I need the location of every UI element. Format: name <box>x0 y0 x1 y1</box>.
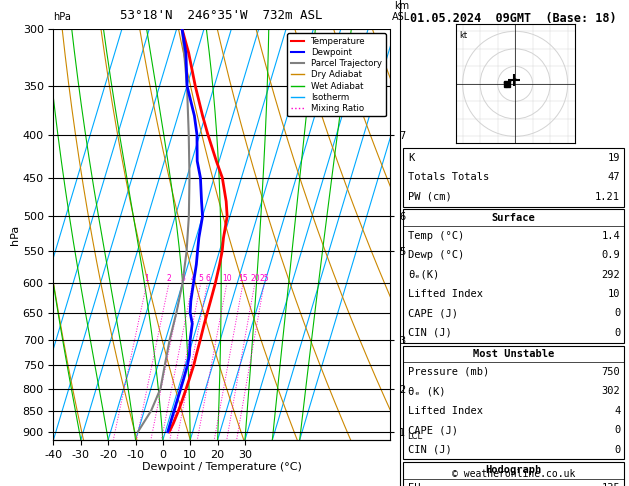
Text: 5: 5 <box>198 274 203 283</box>
Text: 135: 135 <box>601 484 620 486</box>
Text: θₑ (K): θₑ (K) <box>408 386 446 396</box>
Text: km
ASL: km ASL <box>392 1 411 22</box>
Text: 0: 0 <box>614 445 620 454</box>
Text: Lifted Index: Lifted Index <box>408 289 483 299</box>
Text: K: K <box>408 153 415 163</box>
Text: 0: 0 <box>614 425 620 435</box>
Y-axis label: hPa: hPa <box>10 225 20 244</box>
Text: 1.21: 1.21 <box>595 192 620 202</box>
Text: 53°18'N  246°35'W  732m ASL: 53°18'N 246°35'W 732m ASL <box>121 9 323 22</box>
Text: Lifted Index: Lifted Index <box>408 406 483 416</box>
Text: CAPE (J): CAPE (J) <box>408 425 458 435</box>
Text: 3: 3 <box>181 274 185 283</box>
Text: 15: 15 <box>238 274 248 283</box>
Text: Temp (°C): Temp (°C) <box>408 231 464 241</box>
Text: 6: 6 <box>205 274 210 283</box>
Text: kt: kt <box>459 31 467 40</box>
Text: Pressure (mb): Pressure (mb) <box>408 367 489 377</box>
Text: θₑ(K): θₑ(K) <box>408 270 440 279</box>
Text: LCL: LCL <box>407 432 422 441</box>
X-axis label: Dewpoint / Temperature (°C): Dewpoint / Temperature (°C) <box>142 462 302 472</box>
Text: Hodograph: Hodograph <box>486 466 542 475</box>
Text: 4: 4 <box>614 406 620 416</box>
Text: 19: 19 <box>608 153 620 163</box>
Text: Totals Totals: Totals Totals <box>408 173 489 182</box>
Text: 0.9: 0.9 <box>601 250 620 260</box>
Text: 4: 4 <box>191 274 195 283</box>
Text: 1: 1 <box>145 274 149 283</box>
Text: Surface: Surface <box>492 213 535 223</box>
Text: EH: EH <box>408 484 421 486</box>
Text: CIN (J): CIN (J) <box>408 328 452 338</box>
Text: 10: 10 <box>608 289 620 299</box>
Text: PW (cm): PW (cm) <box>408 192 452 202</box>
Text: Most Unstable: Most Unstable <box>473 349 554 359</box>
Text: 47: 47 <box>608 173 620 182</box>
Text: 10: 10 <box>222 274 231 283</box>
Text: 1.4: 1.4 <box>601 231 620 241</box>
Text: 01.05.2024  09GMT  (Base: 18): 01.05.2024 09GMT (Base: 18) <box>410 12 617 25</box>
Text: © weatheronline.co.uk: © weatheronline.co.uk <box>452 469 576 479</box>
Text: 2: 2 <box>167 274 171 283</box>
Text: 0: 0 <box>614 309 620 318</box>
Text: Dewp (°C): Dewp (°C) <box>408 250 464 260</box>
Legend: Temperature, Dewpoint, Parcel Trajectory, Dry Adiabat, Wet Adiabat, Isotherm, Mi: Temperature, Dewpoint, Parcel Trajectory… <box>287 34 386 116</box>
Text: 292: 292 <box>601 270 620 279</box>
Text: CAPE (J): CAPE (J) <box>408 309 458 318</box>
Text: 750: 750 <box>601 367 620 377</box>
Text: 0: 0 <box>614 328 620 338</box>
Text: CIN (J): CIN (J) <box>408 445 452 454</box>
Text: 302: 302 <box>601 386 620 396</box>
Text: 20: 20 <box>250 274 260 283</box>
Text: hPa: hPa <box>53 12 71 22</box>
Text: 25: 25 <box>259 274 269 283</box>
